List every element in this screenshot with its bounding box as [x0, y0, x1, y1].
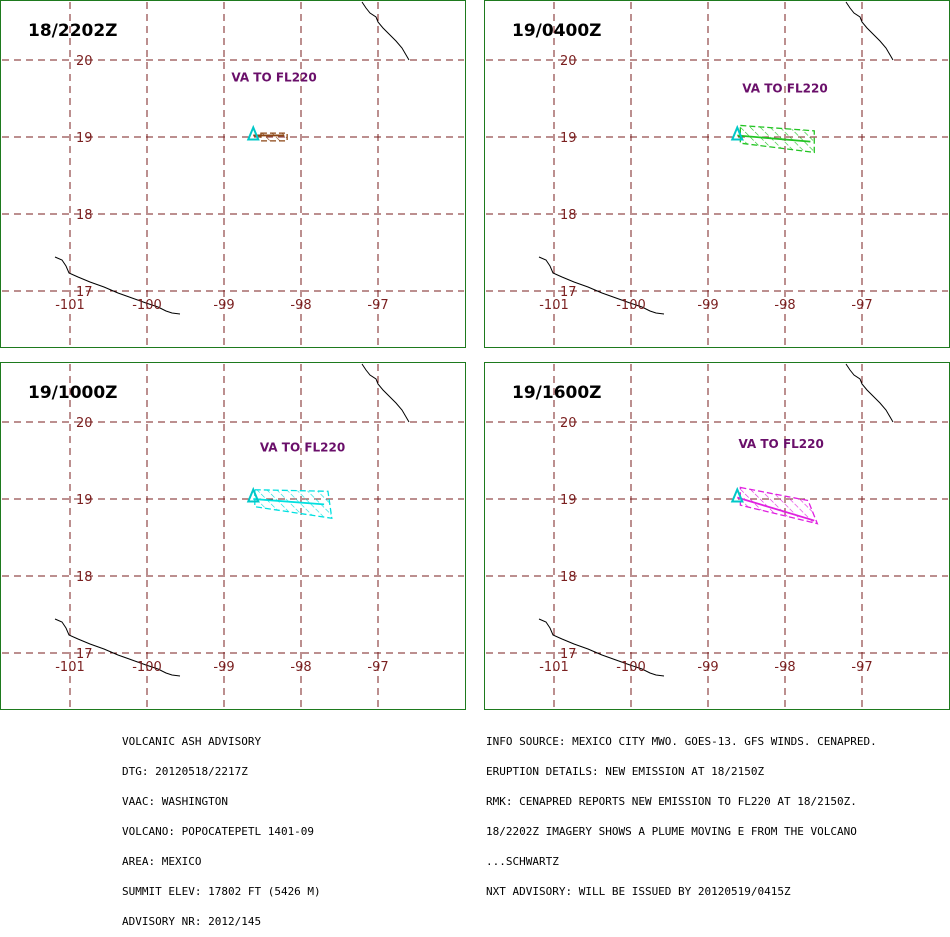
ash-cloud-polygon	[260, 132, 288, 142]
lon-tick-label: -97	[851, 298, 872, 313]
plume-axis-line	[737, 134, 811, 143]
panel-frame	[0, 362, 466, 710]
panel-map-svg: 20 19 18 17-101 -100 -99 -98 -97 18/2202Z VA TO F…	[0, 0, 466, 348]
panel-frame	[0, 0, 466, 348]
plume-axis-line	[253, 498, 325, 506]
lat-tick-label: 20	[76, 54, 93, 69]
advisory-line: AREA: MEXICO	[122, 855, 202, 868]
lon-tick-label: -100	[132, 660, 162, 675]
coastline-southwest	[54, 256, 181, 315]
advisory-line: ...SCHWARTZ	[486, 855, 559, 868]
volcano-icon	[730, 486, 744, 503]
lat-tick-label: 19	[76, 493, 93, 508]
map-panel-4: 20 19 18 17 -101 -100 -99 -98 -97 19/1600Z VA TO F…	[484, 362, 950, 712]
lon-tick-label: -98	[774, 660, 795, 675]
lat-tick-label: 17	[560, 285, 577, 300]
map-panel-2: 20 19 18 17 -101 -100 -99 -98 -97 19/0400Z VA TO F…	[484, 0, 950, 350]
coastline-southwest	[54, 618, 181, 677]
coastline-northeast	[361, 1, 410, 61]
ash-height-label: VA TO FL220	[738, 437, 823, 451]
valid-time-label: 19/0400Z	[512, 21, 602, 41]
advisory-line: NXT ADVISORY: WILL BE ISSUED BY 20120519…	[486, 885, 791, 898]
lat-tick-label: 18	[560, 208, 577, 223]
lon-tick-label: -101	[55, 298, 85, 313]
lon-tick-label: -100	[616, 298, 646, 313]
lon-tick-label: -97	[367, 660, 388, 675]
volcano-icon	[246, 486, 260, 503]
lon-tick-label: -99	[697, 660, 718, 675]
lon-tick-label: -99	[697, 298, 718, 313]
panel-frame	[484, 362, 950, 710]
panel-map-svg: 20 19 18 17-101 -100 -99 -98 -97 19/0400Z VA TO F…	[484, 0, 950, 348]
lat-tick-label: 17	[76, 647, 93, 662]
valid-time-label: 18/2202Z	[28, 21, 118, 41]
advisory-line: SUMMIT ELEV: 17802 FT (5426 M)	[122, 885, 321, 898]
lon-tick-label: -99	[213, 660, 234, 675]
coastline-northeast	[361, 363, 410, 423]
map-panel-3: 20 19 18 17 -101 -100 -99 -98 -97 19/1000Z VA TO F…	[0, 362, 482, 712]
lon-tick-label: -97	[367, 298, 388, 313]
map-panel-1: 20 19 18 17 -101 -100 -99 -98 -97 18/2202Z VA TO F…	[0, 0, 482, 350]
advisory-header-left: VOLCANIC ASH ADVISORY DTG: 20120518/2217…	[122, 717, 321, 937]
advisory-line: VAAC: WASHINGTON	[122, 795, 228, 808]
panel-map-svg: 20 19 18 17-101 -100 -99 -98 -97 19/1000Z VA TO F…	[0, 362, 466, 710]
advisory-line: INFO SOURCE: MEXICO CITY MWO. GOES-13. G…	[486, 735, 877, 748]
valid-time-label: 19/1600Z	[512, 383, 602, 403]
lon-tick-label: -101	[539, 660, 569, 675]
ash-cloud-polygon	[739, 486, 819, 525]
coastline-northeast	[845, 363, 894, 423]
lat-tick-label: 18	[76, 208, 93, 223]
coastline-southwest	[538, 256, 665, 315]
volcano-icon	[730, 124, 744, 141]
advisory-details-right: INFO SOURCE: MEXICO CITY MWO. GOES-13. G…	[486, 717, 877, 907]
lon-tick-label: -98	[290, 298, 311, 313]
lon-tick-label: -98	[774, 298, 795, 313]
lat-tick-label: 17	[560, 647, 577, 662]
advisory-line: ERUPTION DETAILS: NEW EMISSION AT 18/215…	[486, 765, 765, 778]
lat-tick-label: 20	[560, 54, 577, 69]
lat-tick-label: 17	[76, 285, 93, 300]
plume-axis-line	[737, 496, 815, 522]
lon-tick-label: -97	[851, 660, 872, 675]
advisory-line: DTG: 20120518/2217Z	[122, 765, 248, 778]
coastline-southwest	[538, 618, 665, 677]
advisory-line: VOLCANO: POPOCATEPETL 1401-09	[122, 825, 315, 838]
coastline-northeast	[845, 1, 894, 61]
valid-time-label: 19/1000Z	[28, 383, 118, 403]
lon-tick-label: -98	[290, 660, 311, 675]
advisory-line: VOLCANIC ASH ADVISORY	[122, 735, 262, 748]
lon-tick-label: -100	[132, 298, 162, 313]
lat-tick-label: 20	[560, 416, 577, 431]
panel-map-svg: 20 19 18 17-101 -100 -99 -98 -97 19/1600Z VA TO F…	[484, 362, 950, 710]
volcano-icon	[246, 124, 260, 141]
lat-tick-label: 19	[560, 131, 577, 146]
advisory-line: RMK: CENAPRED REPORTS NEW EMISSION TO FL…	[486, 795, 857, 808]
advisory-line: 18/2202Z IMAGERY SHOWS A PLUME MOVING E …	[486, 825, 857, 838]
lon-tick-label: -100	[616, 660, 646, 675]
ash-height-label: VA TO FL220	[260, 440, 345, 454]
lon-tick-label: -99	[213, 298, 234, 313]
panel-frame	[484, 0, 950, 348]
lat-tick-label: 19	[76, 131, 93, 146]
ash-height-label: VA TO FL220	[742, 81, 827, 95]
lon-tick-label: -101	[55, 660, 85, 675]
ash-height-label: VA TO FL220	[231, 71, 316, 85]
lat-tick-label: 18	[560, 570, 577, 585]
lon-tick-label: -101	[539, 298, 569, 313]
advisory-line: ADVISORY NR: 2012/145	[122, 915, 262, 928]
lat-tick-label: 20	[76, 416, 93, 431]
lat-tick-label: 18	[76, 570, 93, 585]
lat-tick-label: 19	[560, 493, 577, 508]
